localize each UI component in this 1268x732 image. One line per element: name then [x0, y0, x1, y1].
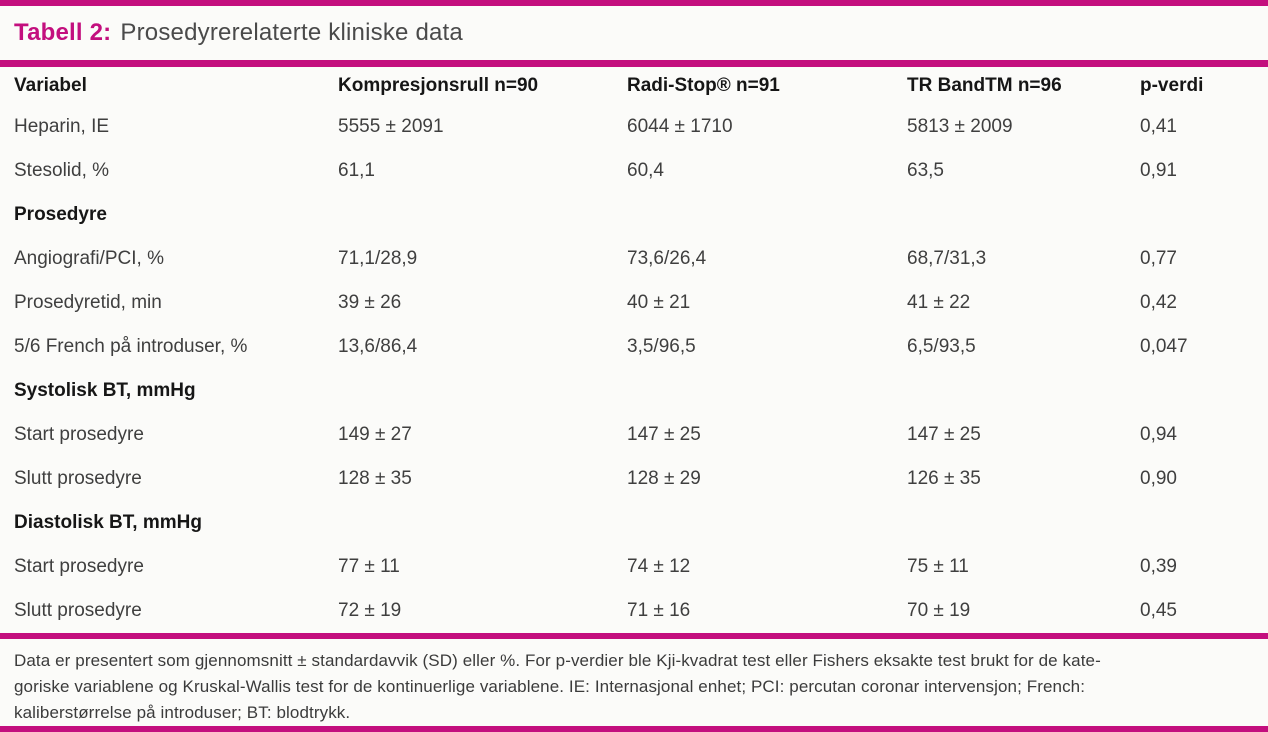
footnote-line: goriske variablene og Kruskal-Wallis tes… — [14, 677, 1086, 696]
table-row-diastolisk-start: Start prosedyre 77 ± 11 74 ± 12 75 ± 11 … — [14, 545, 1254, 589]
table-row-heparin: Heparin, IE 5555 ± 2091 6044 ± 1710 5813… — [14, 105, 1254, 149]
cell-kompresjonsrull: 71,1/28,9 — [338, 248, 418, 269]
cell-variable: Start prosedyre — [14, 556, 144, 577]
footnote-line: kaliberstørrelse på introduser; BT: blod… — [14, 703, 351, 722]
top-rule — [0, 0, 1268, 6]
cell-tr-band: 5813 ± 2009 — [907, 116, 1013, 137]
footnote-divider-rule — [0, 633, 1268, 639]
column-header-p-verdi: p-verdi — [1140, 75, 1204, 96]
cell-variable: Slutt prosedyre — [14, 600, 142, 621]
cell-p-verdi: 0,42 — [1140, 292, 1177, 313]
section-label: Prosedyre — [14, 204, 107, 225]
cell-p-verdi: 0,41 — [1140, 116, 1177, 137]
cell-p-verdi: 0,45 — [1140, 600, 1177, 621]
footnote-line: Data er presentert som gjennomsnitt ± st… — [14, 651, 1101, 670]
cell-variable: Start prosedyre — [14, 424, 144, 445]
cell-kompresjonsrull: 77 ± 11 — [338, 556, 400, 577]
table-row-prosedyretid: Prosedyretid, min 39 ± 26 40 ± 21 41 ± 2… — [14, 281, 1254, 325]
cell-radi-stop: 60,4 — [627, 160, 664, 181]
cell-tr-band: 6,5/93,5 — [907, 336, 976, 357]
cell-tr-band: 147 ± 25 — [907, 424, 981, 445]
cell-radi-stop: 71 ± 16 — [627, 600, 691, 621]
cell-radi-stop: 147 ± 25 — [627, 424, 701, 445]
table-footnote: Data er presentert som gjennomsnitt ± st… — [0, 639, 1268, 726]
cell-tr-band: 75 ± 11 — [907, 556, 969, 577]
cell-p-verdi: 0,94 — [1140, 424, 1177, 445]
section-row-systolisk-bt: Systolisk BT, mmHg — [14, 369, 1254, 413]
cell-kompresjonsrull: 61,1 — [338, 160, 375, 181]
table-header-row: Variabel Kompresjonsrull n=90 Radi-Stop®… — [14, 67, 1254, 105]
cell-variable: 5/6 French på introduser, % — [14, 336, 248, 357]
cell-variable: Stesolid, % — [14, 160, 110, 181]
table-row-systolisk-slutt: Slutt prosedyre 128 ± 35 128 ± 29 126 ± … — [14, 457, 1254, 501]
table-row-diastolisk-slutt: Slutt prosedyre 72 ± 19 71 ± 16 70 ± 19 … — [14, 589, 1254, 633]
cell-kompresjonsrull: 72 ± 19 — [338, 600, 402, 621]
cell-radi-stop: 128 ± 29 — [627, 468, 701, 489]
cell-kompresjonsrull: 39 ± 26 — [338, 292, 402, 313]
cell-variable: Slutt prosedyre — [14, 468, 142, 489]
column-header-tr-band: TR BandTM n=96 — [907, 75, 1062, 96]
cell-kompresjonsrull: 13,6/86,4 — [338, 336, 418, 357]
cell-radi-stop: 74 ± 12 — [627, 556, 691, 577]
column-header-variabel: Variabel — [14, 75, 87, 96]
cell-tr-band: 126 ± 35 — [907, 468, 981, 489]
cell-variable: Angiografi/PCI, % — [14, 248, 164, 269]
data-table: Variabel Kompresjonsrull n=90 Radi-Stop®… — [0, 67, 1268, 633]
column-header-radi-stop: Radi-Stop® n=91 — [627, 75, 780, 96]
table-row-systolisk-start: Start prosedyre 149 ± 27 147 ± 25 147 ± … — [14, 413, 1254, 457]
cell-tr-band: 41 ± 22 — [907, 292, 971, 313]
table-title: Tabell 2: Prosedyrerelaterte kliniske da… — [0, 6, 1268, 60]
cell-radi-stop: 40 ± 21 — [627, 292, 691, 313]
cell-p-verdi: 0,047 — [1140, 336, 1188, 357]
cell-variable: Prosedyretid, min — [14, 292, 162, 313]
cell-tr-band: 70 ± 19 — [907, 600, 971, 621]
cell-radi-stop: 73,6/26,4 — [627, 248, 707, 269]
cell-p-verdi: 0,90 — [1140, 468, 1177, 489]
cell-p-verdi: 0,77 — [1140, 248, 1177, 269]
cell-p-verdi: 0,39 — [1140, 556, 1177, 577]
cell-kompresjonsrull: 149 ± 27 — [338, 424, 412, 445]
section-label: Systolisk BT, mmHg — [14, 380, 196, 401]
table-row-angiografi-pci: Angiografi/PCI, % 71,1/28,9 73,6/26,4 68… — [14, 237, 1254, 281]
table-row-stesolid: Stesolid, % 61,1 60,4 63,5 0,91 — [14, 149, 1254, 193]
column-header-kompresjonsrull: Kompresjonsrull n=90 — [338, 75, 539, 96]
cell-radi-stop: 6044 ± 1710 — [627, 116, 733, 137]
cell-kompresjonsrull: 128 ± 35 — [338, 468, 412, 489]
section-row-diastolisk-bt: Diastolisk BT, mmHg — [14, 501, 1254, 545]
cell-kompresjonsrull: 5555 ± 2091 — [338, 116, 444, 137]
cell-tr-band: 63,5 — [907, 160, 944, 181]
table-number-label: Tabell 2: — [14, 19, 112, 46]
table-title-text: Prosedyrerelaterte kliniske data — [120, 19, 463, 46]
cell-tr-band: 68,7/31,3 — [907, 248, 987, 269]
cell-p-verdi: 0,91 — [1140, 160, 1177, 181]
section-label: Diastolisk BT, mmHg — [14, 512, 202, 533]
cell-radi-stop: 3,5/96,5 — [627, 336, 696, 357]
section-row-prosedyre: Prosedyre — [14, 193, 1254, 237]
cell-variable: Heparin, IE — [14, 116, 110, 137]
title-divider-rule — [0, 60, 1268, 67]
bottom-rule — [0, 726, 1268, 732]
table-row-french-introduser: 5/6 French på introduser, % 13,6/86,4 3,… — [14, 325, 1254, 369]
